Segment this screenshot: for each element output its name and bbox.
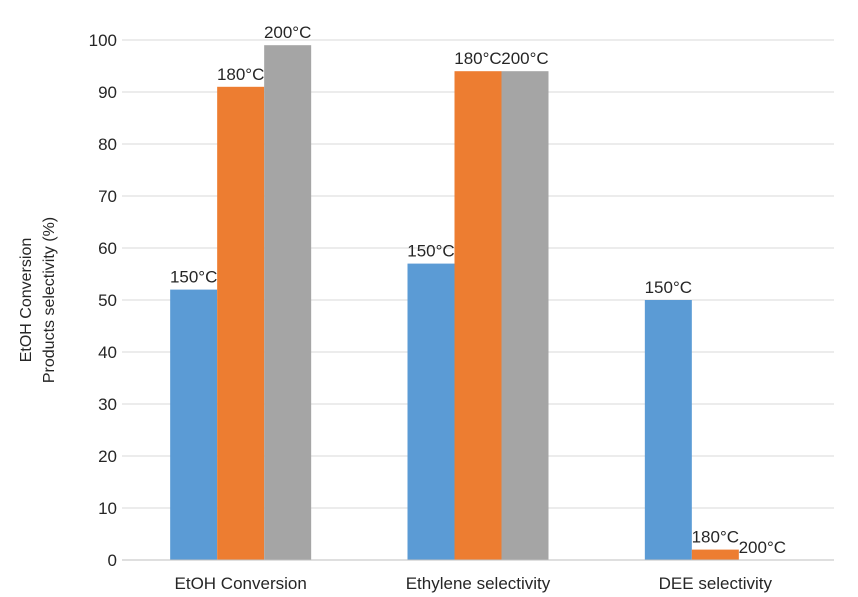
- bar: [454, 71, 502, 560]
- bar: [264, 45, 312, 560]
- bar: [691, 549, 739, 560]
- bars: [170, 45, 739, 561]
- x-category-label: Ethylene selectivity: [406, 574, 551, 593]
- y-tick-label: 40: [98, 343, 117, 362]
- data-label: 180°C: [692, 528, 739, 547]
- bar: [217, 86, 265, 561]
- data-label: 200°C: [264, 23, 311, 42]
- y-tick-label: 80: [98, 135, 117, 154]
- y-tick-label: 60: [98, 239, 117, 258]
- y-tick-label: 0: [108, 551, 117, 570]
- data-label: 150°C: [645, 278, 692, 297]
- bar: [501, 71, 549, 560]
- data-label: 180°C: [217, 65, 264, 84]
- data-label: 150°C: [407, 242, 454, 261]
- y-tick-label: 30: [98, 395, 117, 414]
- x-category-label: EtOH Conversion: [175, 574, 307, 593]
- bar: [407, 263, 455, 560]
- y-tick-label: 10: [98, 499, 117, 518]
- bar: [644, 300, 692, 560]
- y-tick-label: 90: [98, 83, 117, 102]
- y-axis-label-line1: EtOH Conversion: [18, 238, 35, 363]
- y-tick-label: 20: [98, 447, 117, 466]
- y-axis-label-line2: Products selectivity (%): [41, 217, 58, 383]
- x-axis-categories: EtOH Conversion Ethylene selectivity DEE s…: [175, 574, 773, 593]
- data-label: 180°C: [454, 49, 501, 68]
- y-axis-ticks: 0 10 20 30 40 50 60 70 80 90 100: [89, 31, 117, 570]
- bar: [170, 289, 218, 560]
- y-tick-label: 50: [98, 291, 117, 310]
- data-label: 150°C: [170, 268, 217, 287]
- data-label: 200°C: [501, 49, 548, 68]
- x-category-label: DEE selectivity: [659, 574, 773, 593]
- data-label: 200°C: [739, 538, 786, 557]
- y-tick-label: 100: [89, 31, 117, 50]
- y-tick-label: 70: [98, 187, 117, 206]
